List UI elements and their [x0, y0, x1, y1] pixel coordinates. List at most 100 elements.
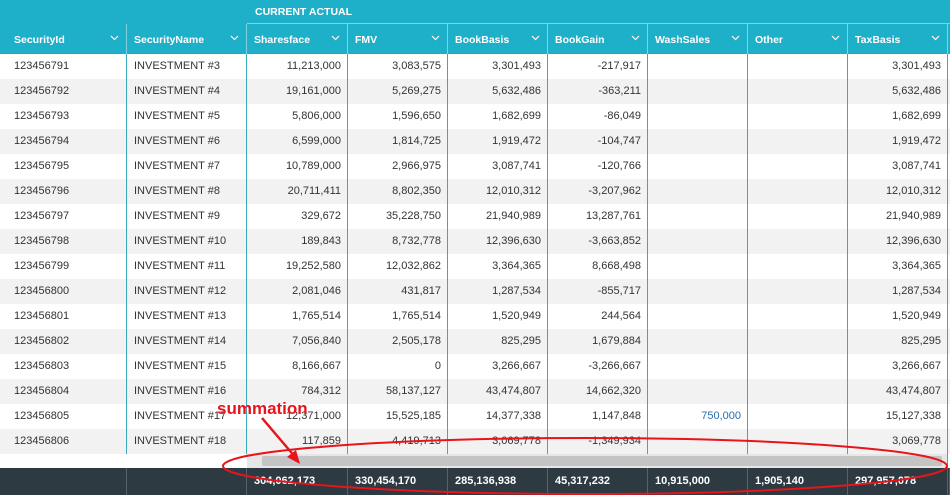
filter-chevron[interactable] — [331, 35, 340, 41]
grid-cell: -86,049 — [548, 104, 648, 129]
grid-cell: 8,732,778 — [348, 229, 448, 254]
grid-cell — [748, 429, 848, 454]
total-cell: 330,454,170 — [348, 468, 448, 495]
filter-chevron[interactable] — [931, 35, 940, 41]
grid-cell — [748, 54, 848, 79]
grid-cell: -855,717 — [548, 279, 648, 304]
filter-chevron[interactable] — [110, 35, 119, 41]
column-header[interactable]: FMV — [348, 24, 448, 54]
grid-cell: 15,525,185 — [348, 404, 448, 429]
grid-cell: 1,520,949 — [448, 304, 548, 329]
grid-cell: 123456799 — [7, 254, 127, 279]
grid-cell — [648, 304, 748, 329]
grid-cell: -3,266,667 — [548, 354, 648, 379]
filter-chevron[interactable] — [731, 35, 740, 41]
grid-cell — [648, 329, 748, 354]
grid-cell: 1,814,725 — [348, 129, 448, 154]
grid-cell: 123456797 — [7, 204, 127, 229]
scrollbar-thumb[interactable] — [262, 456, 942, 466]
column-header[interactable]: SecurityName — [127, 24, 247, 54]
filter-chevron[interactable] — [230, 35, 239, 41]
grid-cell — [648, 204, 748, 229]
grid-cell: 825,295 — [848, 329, 948, 354]
grid-cell: 1,520,949 — [848, 304, 948, 329]
grid-cell: 21,940,989 — [448, 204, 548, 229]
grid-cell: INVESTMENT #16 — [127, 379, 247, 404]
grid-cell: 3,364,365 — [448, 254, 548, 279]
filter-chevron[interactable] — [631, 35, 640, 41]
grid-cell: 15,127,338 — [848, 404, 948, 429]
grid-cell: -3,207,962 — [548, 179, 648, 204]
column-header[interactable]: Other — [748, 24, 848, 54]
grid-cell: 12,396,630 — [848, 229, 948, 254]
row-background — [0, 304, 950, 329]
column-header[interactable]: WashSales — [648, 24, 748, 54]
row-background — [0, 254, 950, 279]
grid-cell: 1,682,699 — [848, 104, 948, 129]
grid-cell: 123456795 — [7, 154, 127, 179]
column-header[interactable]: Sharesface — [247, 24, 348, 54]
grid-cell: INVESTMENT #3 — [127, 54, 247, 79]
grid-cell — [748, 279, 848, 304]
row-background — [0, 229, 950, 254]
grid-cell: 7,056,840 — [247, 329, 348, 354]
filter-chevron[interactable] — [431, 35, 440, 41]
grid-cell: 1,919,472 — [448, 129, 548, 154]
grid-cell: 123456796 — [7, 179, 127, 204]
grid-cell — [748, 104, 848, 129]
filter-chevron[interactable] — [531, 35, 540, 41]
grid-cell: 123456800 — [7, 279, 127, 304]
total-cell: 10,915,000 — [648, 468, 748, 495]
grid-cell: 13,287,761 — [548, 204, 648, 229]
grid-cell: 2,505,178 — [348, 329, 448, 354]
grid-cell: INVESTMENT #12 — [127, 279, 247, 304]
grid-cell — [748, 329, 848, 354]
grid-cell: 35,228,750 — [348, 204, 448, 229]
grid-cell: 3,069,778 — [848, 429, 948, 454]
grid-cell: 1,596,650 — [348, 104, 448, 129]
column-header[interactable]: SecurityId — [7, 24, 127, 54]
grid-cell: -363,211 — [548, 79, 648, 104]
row-background — [0, 129, 950, 154]
grid-cell: INVESTMENT #17 — [127, 404, 247, 429]
grid-cell: 4,419,713 — [348, 429, 448, 454]
grid-cell: 123456798 — [7, 229, 127, 254]
group-header: CURRENT ACTUAL — [247, 0, 950, 24]
grid-cell: 12,010,312 — [848, 179, 948, 204]
grid-cell: 5,632,486 — [848, 79, 948, 104]
grid-cell: 5,632,486 — [448, 79, 548, 104]
filter-chevron[interactable] — [831, 35, 840, 41]
grid-cell: 14,662,320 — [548, 379, 648, 404]
grid-cell: INVESTMENT #10 — [127, 229, 247, 254]
column-header[interactable]: BookBasis — [448, 24, 548, 54]
grid-cell — [748, 229, 848, 254]
grid-cell: 3,266,667 — [448, 354, 548, 379]
grid-cell: INVESTMENT #4 — [127, 79, 247, 104]
grid-cell: 431,817 — [348, 279, 448, 304]
grid-cell — [748, 304, 848, 329]
grid-cell — [648, 279, 748, 304]
grid-cell: -1,349,934 — [548, 429, 648, 454]
grid-cell: 329,672 — [247, 204, 348, 229]
total-cell: 285,136,938 — [448, 468, 548, 495]
grid-cell — [748, 179, 848, 204]
grid-cell: 123456794 — [7, 129, 127, 154]
grid-cell: 43,474,807 — [448, 379, 548, 404]
grid-cell — [748, 79, 848, 104]
grid-cell: 11,213,000 — [247, 54, 348, 79]
grid-cell: INVESTMENT #13 — [127, 304, 247, 329]
column-header[interactable]: TaxBasis — [848, 24, 948, 54]
grid-cell — [648, 154, 748, 179]
grid-cell: 3,069,778 — [448, 429, 548, 454]
grid-cell: INVESTMENT #14 — [127, 329, 247, 354]
grid-cell: INVESTMENT #8 — [127, 179, 247, 204]
left-spacer — [0, 454, 247, 468]
column-header[interactable]: BookGain — [548, 24, 648, 54]
row-background — [0, 104, 950, 129]
grid-cell: 1,679,884 — [548, 329, 648, 354]
grid-cell: 825,295 — [448, 329, 548, 354]
grid-cell — [648, 179, 748, 204]
grid-cell: 19,161,000 — [247, 79, 348, 104]
grid-cell: 12,032,862 — [348, 254, 448, 279]
grid-cell: 5,806,000 — [247, 104, 348, 129]
